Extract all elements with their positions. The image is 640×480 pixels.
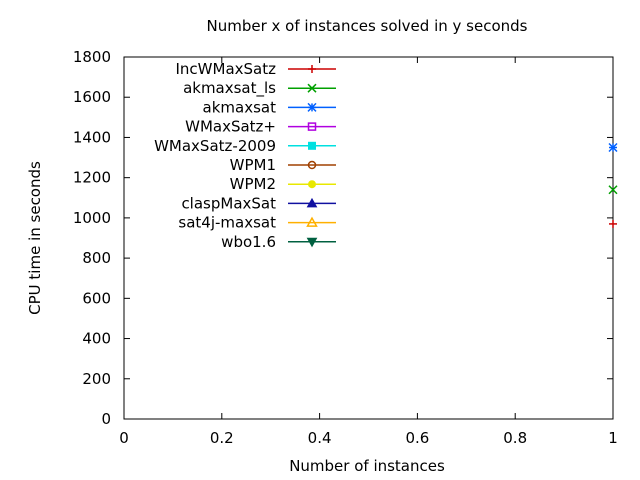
axis-ticks [123, 56, 614, 420]
x-tick-label: 0.8 [503, 429, 527, 447]
legend: IncWMaxSatzakmaxsat_lsakmaxsatWMaxSatz+W… [154, 60, 336, 251]
legend-label: wbo1.6 [221, 233, 276, 251]
legend-label: akmaxsat_ls [183, 79, 276, 98]
y-tick-label: 1600 [73, 88, 111, 106]
legend-label: WMaxSatz-2009 [154, 137, 276, 155]
data-point-IncWMaxSatz [609, 219, 617, 228]
y-tick-label: 400 [82, 330, 111, 348]
y-tick-label: 600 [82, 289, 111, 307]
legend-entry: WPM1 [230, 156, 336, 174]
legend-marker [306, 237, 318, 248]
legend-entry: WMaxSatz-2009 [154, 137, 336, 155]
legend-entry: akmaxsat_ls [183, 79, 336, 98]
y-tick-label: 0 [101, 410, 111, 428]
axis-tick-labels: 0 200 400 600 800 1000 1200 1400 1600 1800 0 0.2 0.4… [73, 48, 618, 447]
legend-label: sat4j-maxsat [178, 214, 276, 232]
y-tick-label: 200 [82, 370, 111, 388]
x-tick-label: 0.6 [405, 429, 429, 447]
legend-marker [306, 216, 318, 227]
legend-label: claspMaxSat [181, 194, 276, 212]
legend-entry: WMaxSatz+ [185, 118, 336, 136]
legend-label: akmaxsat [203, 98, 277, 116]
legend-label: WPM2 [230, 175, 276, 193]
x-tick-label: 1 [608, 429, 618, 447]
data-marks [608, 142, 618, 228]
legend-marker [307, 83, 317, 93]
y-axis-title: CPU time in seconds [26, 161, 44, 315]
y-tick-label: 1800 [73, 48, 111, 66]
y-tick-label: 1000 [73, 209, 111, 227]
x-tick-label: 0.4 [308, 429, 332, 447]
x-tick-label: 0.2 [210, 429, 234, 447]
legend-label: WPM1 [230, 156, 276, 174]
legend-marker [307, 102, 317, 112]
legend-entry: sat4j-maxsat [178, 214, 336, 232]
legend-entry: IncWMaxSatz [176, 60, 336, 78]
legend-marker [307, 122, 317, 131]
legend-marker [308, 180, 316, 189]
plot-frame [123, 56, 614, 420]
y-tick-label: 800 [82, 249, 111, 267]
legend-marker [308, 65, 316, 73]
legend-marker [308, 141, 316, 150]
y-tick-label: 1400 [73, 128, 111, 146]
legend-entry: claspMaxSat [181, 194, 336, 212]
x-tick-label: 0 [119, 429, 129, 447]
x-axis-title: Number of instances [289, 457, 445, 475]
data-point-akmaxsat [608, 142, 618, 153]
legend-marker [307, 160, 317, 170]
legend-entry: WPM2 [230, 175, 336, 193]
data-point-akmaxsat_ls [608, 185, 618, 195]
legend-marker [306, 197, 318, 208]
legend-entry: wbo1.6 [221, 233, 336, 251]
legend-entry: akmaxsat [203, 98, 336, 116]
chart-title: Number x of instances solved in y second… [207, 17, 528, 35]
legend-label: IncWMaxSatz [176, 60, 277, 78]
legend-label: WMaxSatz+ [185, 118, 276, 136]
y-tick-label: 1200 [73, 169, 111, 187]
